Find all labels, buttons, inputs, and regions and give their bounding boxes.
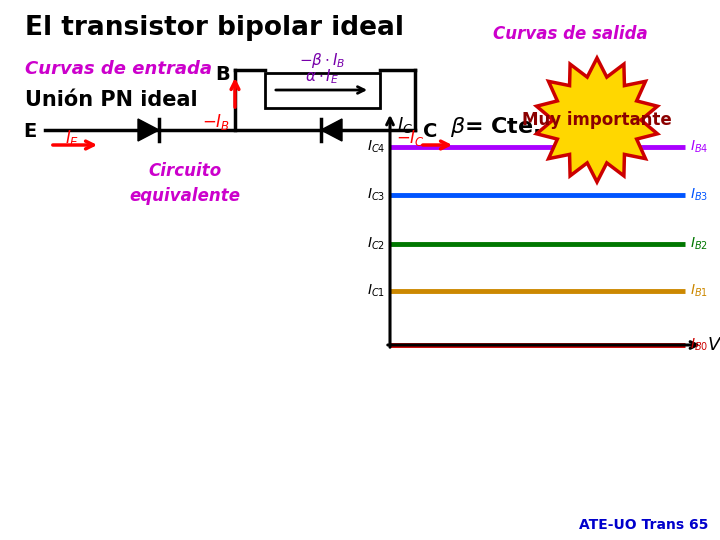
Text: Curvas de entrada: Curvas de entrada	[25, 60, 212, 78]
Text: $I_{B0}$: $I_{B0}$	[690, 337, 708, 353]
Polygon shape	[138, 119, 159, 141]
Text: $\alpha \cdot I_E$: $\alpha \cdot I_E$	[305, 68, 340, 86]
Text: $I_{B4}$: $I_{B4}$	[690, 139, 708, 156]
Polygon shape	[321, 119, 342, 141]
Text: $I_{C1}$: $I_{C1}$	[367, 283, 385, 300]
Text: $I_E$: $I_E$	[65, 128, 79, 148]
Text: $-\beta \cdot I_B$: $-\beta \cdot I_B$	[300, 51, 346, 70]
Text: C: C	[423, 122, 437, 141]
Text: Unión PN ideal: Unión PN ideal	[25, 90, 197, 110]
Text: $I_{C2}$: $I_{C2}$	[367, 236, 385, 252]
Text: $I_{B3}$: $I_{B3}$	[690, 186, 708, 202]
Text: $I_{C4}$: $I_{C4}$	[366, 139, 385, 156]
Text: ATE-UO Trans 65: ATE-UO Trans 65	[579, 518, 708, 532]
Polygon shape	[536, 58, 657, 182]
Text: $-I_C$: $-I_C$	[395, 128, 425, 148]
Text: Curvas de salida: Curvas de salida	[492, 25, 647, 43]
Text: $I_{B1}$: $I_{B1}$	[690, 283, 708, 300]
Text: Muy importante: Muy importante	[522, 111, 672, 129]
Text: El transistor bipolar ideal: El transistor bipolar ideal	[25, 15, 404, 41]
Text: $V_{CE}$: $V_{CE}$	[707, 335, 720, 355]
Text: $I_C$: $I_C$	[397, 115, 413, 135]
FancyBboxPatch shape	[265, 72, 380, 107]
Text: $\beta$= Cte.: $\beta$= Cte.	[450, 115, 541, 139]
Text: B: B	[215, 65, 230, 84]
Text: $I_{C3}$: $I_{C3}$	[366, 186, 385, 202]
Text: $I_{B2}$: $I_{B2}$	[690, 236, 708, 252]
Text: E: E	[23, 122, 37, 141]
Text: $-I_B$: $-I_B$	[202, 112, 230, 132]
Text: Circuito
equivalente: Circuito equivalente	[130, 162, 240, 205]
